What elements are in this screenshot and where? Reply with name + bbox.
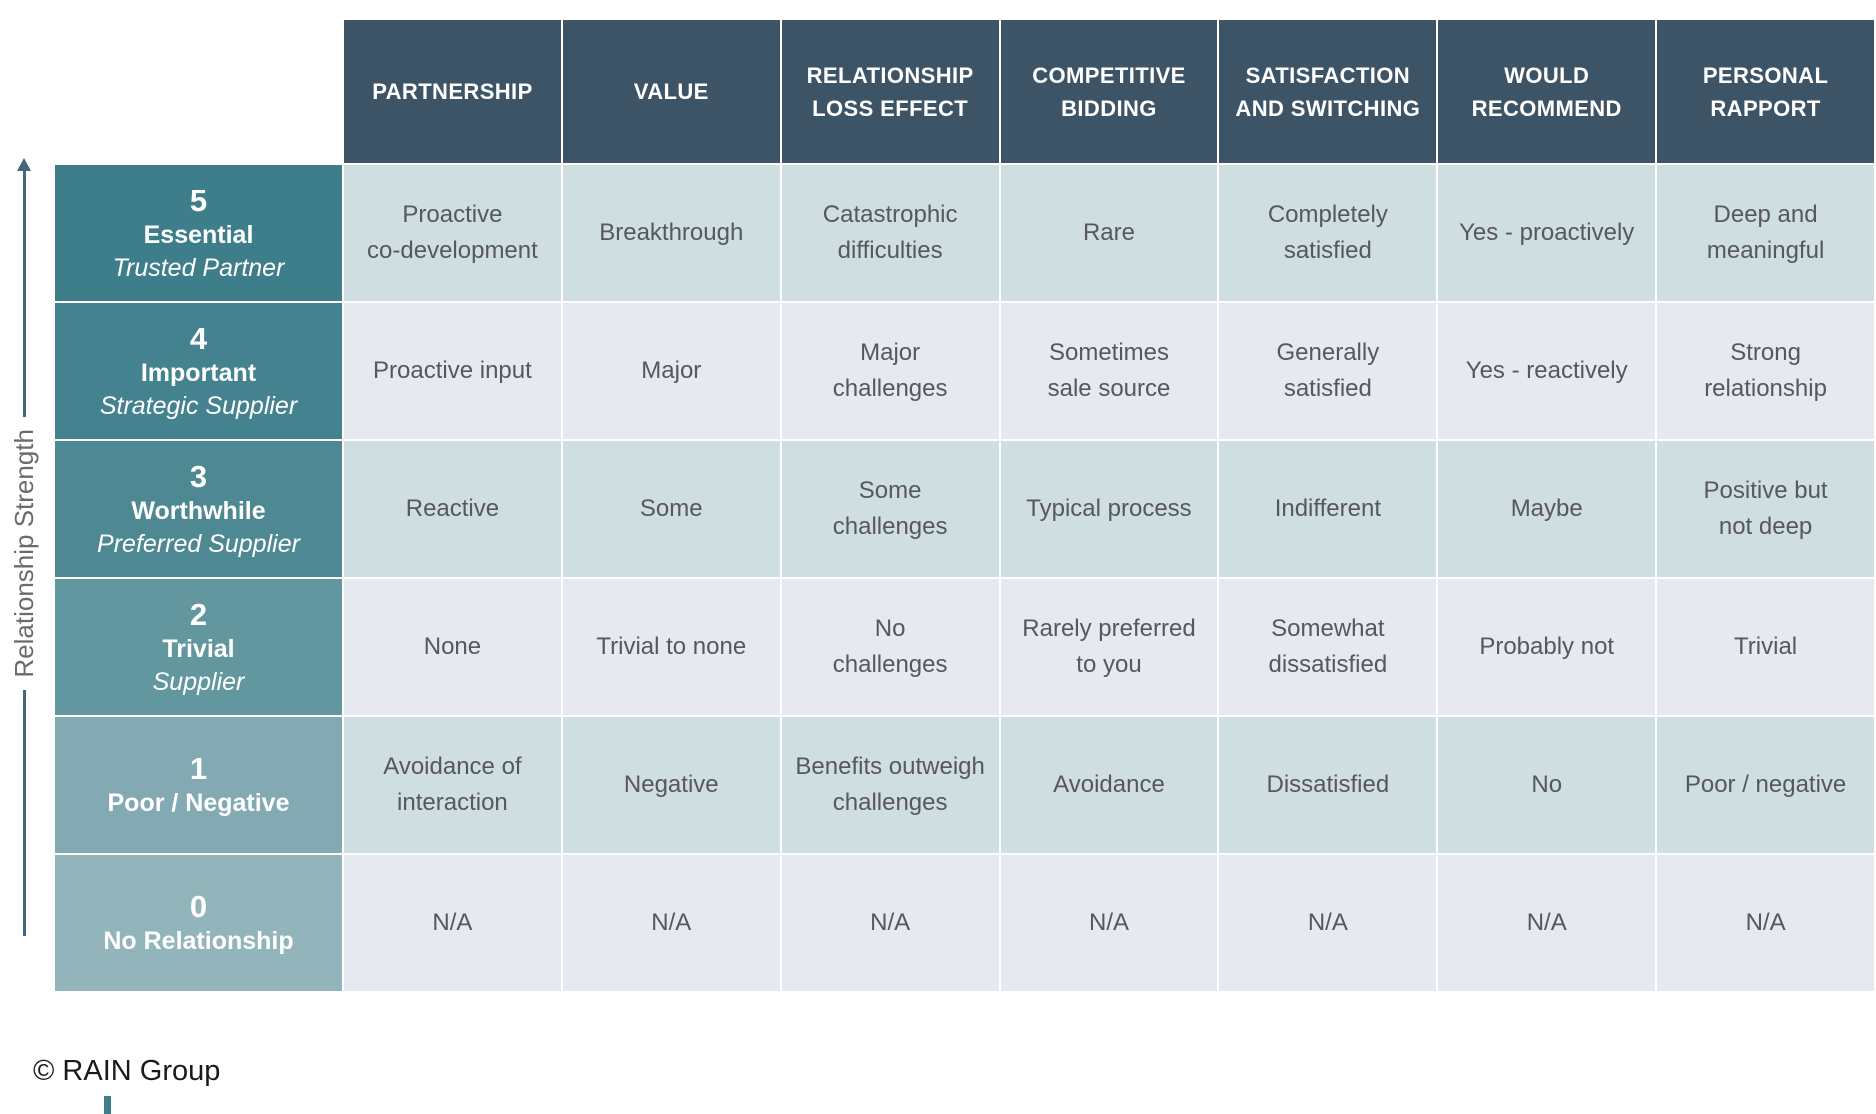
cell-1-value: Negative [562, 717, 782, 855]
cell-0-competitive-bidding: N/A [1000, 855, 1220, 993]
row-2-subtitle: Supplier [152, 667, 245, 696]
row-5-subtitle: Trusted Partner [112, 253, 285, 282]
cell-2-personal-rapport: Trivial [1657, 579, 1876, 717]
cell-4-partnership: Proactive input [344, 303, 563, 441]
row-0-name: No Relationship [103, 927, 294, 956]
axis-label: Relationship Strength [8, 429, 39, 678]
up-arrow-icon [17, 158, 31, 171]
row-4-subtitle: Strategic Supplier [99, 391, 298, 420]
row-2-name: Trivial [162, 635, 235, 664]
cell-1-relationship-loss-effect: Benefits outweigh challenges [781, 717, 1001, 855]
column-header-partnership: PARTNERSHIP [344, 20, 563, 165]
column-header-personal-rapport: PERSONAL RAPPORT [1657, 20, 1876, 165]
cell-5-satisfaction-and-switching: Completely satisfied [1219, 165, 1439, 303]
column-header-would-recommend: WOULD RECOMMEND [1438, 20, 1658, 165]
cell-5-competitive-bidding: Rare [1000, 165, 1220, 303]
row-1-name: Poor / Negative [107, 789, 290, 818]
cell-0-partnership: N/A [344, 855, 563, 993]
copyright: © RAIN Group [33, 1055, 221, 1087]
cell-2-would-recommend: Probably not [1438, 579, 1658, 717]
row-label-1: 1 Poor / Negative [55, 717, 344, 855]
axis-line-bottom [22, 689, 26, 937]
row-2-score: 2 [189, 596, 208, 632]
cell-1-satisfaction-and-switching: Dissatisfied [1219, 717, 1439, 855]
column-header-relationship-loss-effect: RELATIONSHIP LOSS EFFECT [781, 20, 1001, 165]
cell-2-relationship-loss-effect: No challenges [781, 579, 1001, 717]
cell-1-competitive-bidding: Avoidance [1000, 717, 1220, 855]
cell-3-competitive-bidding: Typical process [1000, 441, 1220, 579]
cell-4-personal-rapport: Strong relationship [1657, 303, 1876, 441]
cell-3-relationship-loss-effect: Some challenges [781, 441, 1001, 579]
row-label-3: 3 Worthwhile Preferred Supplier [55, 441, 344, 579]
row-label-0: 0 No Relationship [55, 855, 344, 993]
row-3-score: 3 [189, 458, 208, 494]
row-5-score: 5 [189, 182, 208, 218]
corner-spacer [55, 20, 344, 165]
row-label-2: 2 Trivial Supplier [55, 579, 344, 717]
decorative-mark [104, 1096, 111, 1114]
cell-1-would-recommend: No [1438, 717, 1658, 855]
cell-3-satisfaction-and-switching: Indifferent [1219, 441, 1439, 579]
row-3-name: Worthwhile [131, 497, 266, 526]
row-0-score: 0 [189, 889, 208, 925]
cell-5-partnership: Proactive co-development [344, 165, 563, 303]
row-4-name: Important [140, 359, 257, 388]
axis-line-top [22, 171, 26, 418]
row-4-score: 4 [189, 320, 208, 356]
cell-4-competitive-bidding: Sometimes sale source [1000, 303, 1220, 441]
cell-0-would-recommend: N/A [1438, 855, 1658, 993]
cell-0-satisfaction-and-switching: N/A [1219, 855, 1439, 993]
row-label-5: 5 Essential Trusted Partner [55, 165, 344, 303]
cell-5-personal-rapport: Deep and meaningful [1657, 165, 1876, 303]
cell-3-would-recommend: Maybe [1438, 441, 1658, 579]
cell-0-personal-rapport: N/A [1657, 855, 1876, 993]
cell-3-personal-rapport: Positive but not deep [1657, 441, 1876, 579]
cell-4-relationship-loss-effect: Major challenges [781, 303, 1001, 441]
cell-4-value: Major [562, 303, 782, 441]
cell-4-satisfaction-and-switching: Generally satisfied [1219, 303, 1439, 441]
cell-2-satisfaction-and-switching: Somewhat dissatisfied [1219, 579, 1439, 717]
matrix-table: PARTNERSHIP VALUE RELATIONSHIP LOSS EFFECT… [55, 20, 1876, 993]
row-label-4: 4 Important Strategic Supplier [55, 303, 344, 441]
cell-2-competitive-bidding: Rarely preferred to you [1000, 579, 1220, 717]
column-header-satisfaction-and-switching: SATISFACTION AND SWITCHING [1219, 20, 1439, 165]
row-5-name: Essential [143, 221, 254, 250]
cell-0-relationship-loss-effect: N/A [781, 855, 1001, 993]
cell-5-relationship-loss-effect: Catastrophic difficulties [781, 165, 1001, 303]
column-header-value: VALUE [562, 20, 782, 165]
column-header-competitive-bidding: COMPETITIVE BIDDING [1000, 20, 1220, 165]
cell-1-partnership: Avoidance of interaction [344, 717, 563, 855]
cell-0-value: N/A [562, 855, 782, 993]
row-3-subtitle: Preferred Supplier [97, 529, 300, 558]
cell-3-partnership: Reactive [344, 441, 563, 579]
cell-4-would-recommend: Yes - reactively [1438, 303, 1658, 441]
cell-5-would-recommend: Yes - proactively [1438, 165, 1658, 303]
cell-3-value: Some [562, 441, 782, 579]
row-1-score: 1 [189, 751, 208, 787]
cell-2-value: Trivial to none [562, 579, 782, 717]
cell-5-value: Breakthrough [562, 165, 782, 303]
relationship-strength-axis: Relationship Strength [8, 158, 40, 937]
cell-2-partnership: None [344, 579, 563, 717]
cell-1-personal-rapport: Poor / negative [1657, 717, 1876, 855]
